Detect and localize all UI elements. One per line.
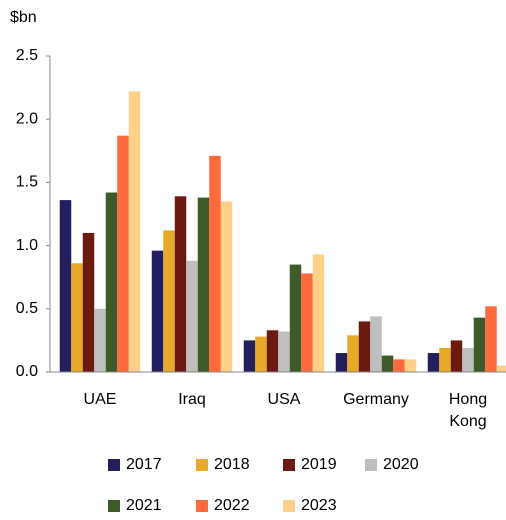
bar <box>266 330 279 372</box>
bar <box>71 263 83 372</box>
legend-swatch <box>196 459 208 471</box>
bar <box>105 192 118 372</box>
legend-label: 2021 <box>126 497 162 514</box>
legend-swatch <box>108 459 120 471</box>
bar <box>393 359 405 372</box>
legend-label: 2022 <box>214 497 250 514</box>
bar <box>347 335 359 372</box>
y-tick-label: 1.5 <box>16 174 38 191</box>
x-tick-label: UAE <box>84 391 117 408</box>
bar <box>381 355 394 372</box>
bar <box>473 317 486 372</box>
bar <box>163 230 175 372</box>
bar <box>278 331 290 372</box>
bar <box>255 336 267 372</box>
bar <box>289 264 302 372</box>
bar <box>404 359 417 372</box>
legend-label: 2023 <box>301 497 337 514</box>
bar <box>59 200 72 372</box>
bar <box>450 340 463 372</box>
bar <box>220 201 233 372</box>
legend-label: 2017 <box>126 456 162 473</box>
bar <box>439 347 451 372</box>
bar <box>94 308 106 372</box>
x-tick-label: USA <box>268 391 301 408</box>
y-tick-label: 1.0 <box>16 237 38 254</box>
bar <box>174 196 187 372</box>
bar <box>186 260 198 372</box>
legend-label: 2019 <box>301 456 337 473</box>
x-tick-label: Hong Kong <box>449 391 487 430</box>
bar <box>485 306 497 372</box>
bar <box>243 340 256 372</box>
bar <box>462 347 474 372</box>
legend-label: 2020 <box>383 456 419 473</box>
bar <box>312 254 325 372</box>
bar <box>370 316 382 372</box>
x-tick-label: Germany <box>343 391 409 408</box>
legend-swatch <box>365 459 377 471</box>
y-tick-label: 0.5 <box>16 300 38 317</box>
y-tick-label: 2.0 <box>16 110 38 127</box>
bar <box>301 273 313 372</box>
y-tick-label: 0.0 <box>16 363 38 380</box>
bar <box>335 353 348 372</box>
bar <box>427 353 440 372</box>
y-axis-label: $bn <box>10 9 37 26</box>
bar <box>358 321 371 372</box>
legend-label: 2018 <box>214 456 250 473</box>
legend-swatch <box>196 500 208 512</box>
bar <box>197 197 210 372</box>
x-tick-label: Iraq <box>178 391 206 408</box>
bar <box>128 91 141 372</box>
bar <box>209 155 221 372</box>
y-tick-label: 2.5 <box>16 47 38 64</box>
legend-swatch <box>108 500 120 512</box>
bar <box>82 232 95 372</box>
bar <box>117 135 129 372</box>
legend-swatch <box>283 459 295 471</box>
legend-swatch <box>283 500 295 512</box>
bar <box>151 250 164 372</box>
bar <box>496 365 506 372</box>
